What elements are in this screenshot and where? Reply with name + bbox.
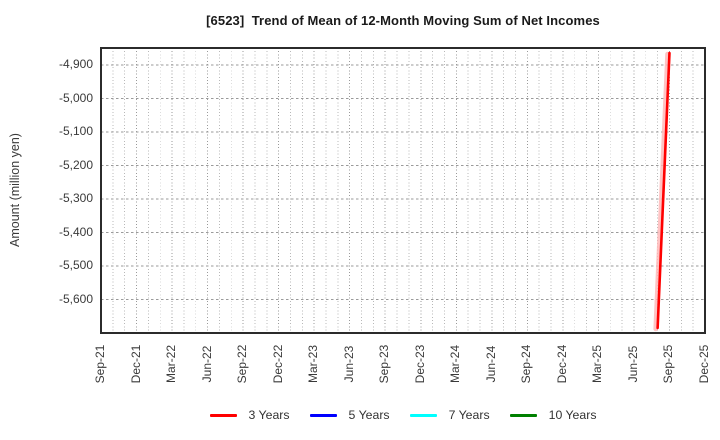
x-tick-label: Dec-22 (270, 344, 285, 384)
series-line-3-years (656, 51, 671, 330)
legend-line-sample (209, 413, 237, 417)
legend-item-3-years: 3 Years (209, 408, 290, 422)
legend-line-sample (409, 413, 437, 417)
y-tick-label: -5,500 (58, 258, 93, 273)
chart-title: [6523] Trend of Mean of 12-Month Moving … (206, 13, 600, 28)
x-tick-label: Dec-21 (128, 344, 143, 384)
x-tick-label: Sep-22 (235, 344, 250, 384)
y-tick-label: -5,100 (58, 124, 93, 139)
legend-label: 5 Years (348, 408, 390, 422)
y-tick-label: -5,400 (58, 224, 93, 239)
x-tick-label: Mar-24 (448, 344, 463, 384)
legend-label: 3 Years (248, 408, 290, 422)
x-tick-label: Mar-25 (590, 344, 605, 384)
x-tick-label: Jun-25 (625, 345, 640, 383)
x-tick-label: Sep-21 (93, 344, 107, 384)
legend-item-7-years: 7 Years (409, 408, 490, 422)
x-tick-label: Dec-23 (412, 344, 427, 384)
x-tick-label: Sep-24 (519, 344, 534, 384)
x-tick-label: Dec-25 (697, 344, 711, 384)
y-tick-label: -5,600 (58, 291, 93, 306)
y-tick-label: -5,300 (58, 191, 93, 206)
x-tick-label: Jun-22 (199, 345, 214, 383)
x-tick-label: Mar-23 (306, 344, 321, 384)
legend-item-5-years: 5 Years (309, 408, 390, 422)
y-tick-label: -5,000 (58, 90, 93, 105)
series-line-3-years-halo (653, 51, 670, 332)
x-tick-label: Mar-22 (164, 344, 179, 384)
x-tick-label: Jun-24 (483, 345, 498, 383)
y-tick-label: -4,900 (58, 57, 93, 72)
legend-line-sample (509, 413, 537, 417)
y-tick-label: -5,200 (58, 157, 93, 172)
x-tick-label: Sep-23 (377, 344, 392, 384)
legend-item-10-years: 10 Years (509, 408, 597, 422)
x-tick-label: Jun-23 (341, 345, 356, 383)
x-tick-label: Dec-24 (554, 344, 569, 384)
legend-label: 7 Years (448, 408, 490, 422)
legend-label: 10 Years (548, 408, 597, 422)
x-tick-label: Sep-25 (661, 344, 676, 384)
legend: 3 Years 5 Years 7 Years 10 Years (101, 404, 705, 426)
legend-line-sample (309, 413, 337, 417)
plot-border (100, 47, 706, 334)
